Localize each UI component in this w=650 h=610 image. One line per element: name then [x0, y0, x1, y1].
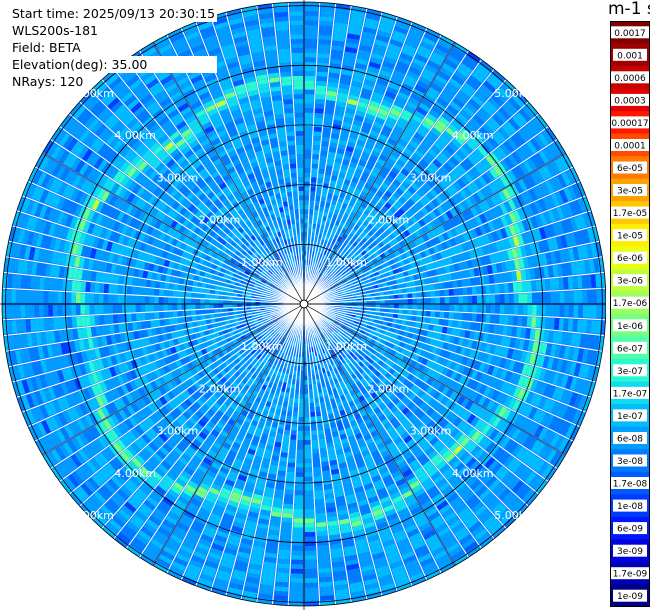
ring-labels: 1.00km 1.00km 1.00km 1.00km 2.00km 2.00km 2.00… [72, 87, 536, 522]
ring-label: 2.00km [199, 382, 241, 395]
ring-label: 3.00km [157, 171, 199, 184]
ring-label: 2.00km [368, 214, 410, 227]
field-label: Field: BETA [12, 40, 81, 55]
colorbar-tick-label: 1e-05 [617, 232, 643, 242]
ring-label: 1.00km [241, 340, 283, 353]
colorbar-tick-label: 3e-08 [617, 457, 643, 467]
ring-label: 3.00km [157, 425, 199, 438]
ring-label: 2.00km [199, 214, 241, 227]
colorbar-tick-label: 0.00017 [611, 119, 648, 129]
colorbar-tick-label: 0.0001 [614, 142, 646, 152]
ring-label: 5.00km [72, 509, 114, 522]
colorbar-tick-label: 1e-06 [617, 322, 643, 332]
colorbar-tick-label: 1.7e-05 [613, 209, 648, 219]
colorbar-units-label: m-1 sr-1 [608, 0, 650, 19]
colorbar-tick-label: 1e-07 [617, 412, 643, 422]
colorbar-tick-label: 6e-05 [617, 164, 643, 174]
ring-label: 2.00km [368, 382, 410, 395]
ring-label: 5.00km [494, 509, 536, 522]
colorbar-tick-label: 6e-09 [617, 525, 643, 535]
ring-label: 1.00km [241, 256, 283, 269]
colorbar-tick-label: 1.7e-07 [613, 389, 648, 399]
colorbar-tick-label: 3e-05 [617, 187, 643, 197]
colorbar-tick-label: 3e-09 [617, 547, 643, 557]
instrument-label: WLS200s-181 [12, 23, 98, 38]
colorbar-tick-label: 3e-06 [617, 277, 643, 287]
colorbar-tick-label: 6e-06 [617, 254, 643, 264]
ring-label: 4.00km [114, 467, 156, 480]
ring-label: 3.00km [410, 425, 452, 438]
ring-label: 4.00km [452, 129, 494, 142]
colorbar-tick-label: 3e-07 [617, 367, 643, 377]
colorbar-tick-label: 1e-09 [617, 592, 643, 602]
nrays-label: NRays: 120 [12, 74, 84, 89]
colorbar-tick-label: 1.7e-06 [613, 299, 648, 309]
ring-label: 1.00km [325, 256, 367, 269]
colorbar-tick-label: 0.0017 [614, 29, 646, 39]
elevation-label: Elevation(deg): 35.00 [12, 56, 218, 73]
ring-label: 5.00km [494, 87, 536, 100]
colorbar-tick-label: 0.0003 [614, 96, 646, 106]
start-time-label: Start time: 2025/09/13 20:30:15 [12, 5, 218, 22]
colorbar-tick-label: 6e-07 [617, 344, 643, 354]
ring-label: 4.00km [452, 467, 494, 480]
ray-gaps [2, 2, 606, 606]
colorbar-tick-label: 6e-08 [617, 435, 643, 445]
scan-info: Start time: 2025/09/13 20:30:15 WLS200s-… [12, 5, 218, 90]
colorbar: 0.0017 0.001 0.0006 0.0003 0.00017 0.0001 6e-0… [610, 21, 650, 607]
colorbar-tick-label: 1.7e-09 [613, 570, 648, 580]
ring-label: 5.00km [72, 87, 114, 100]
colorbar-tick-label: 0.001 [617, 51, 643, 61]
ring-label: 3.00km [410, 171, 452, 184]
colorbar-tick-label: 1.7e-08 [613, 480, 648, 490]
colorbar-tick-label: 0.0006 [614, 74, 646, 84]
ring-label: 1.00km [325, 340, 367, 353]
colorbar-tick-label: 1e-08 [617, 502, 643, 512]
ppi-plot: 1.00km 1.00km 1.00km 1.00km 2.00km 2.00km 2.00… [0, 0, 606, 610]
ring-label: 4.00km [114, 129, 156, 142]
